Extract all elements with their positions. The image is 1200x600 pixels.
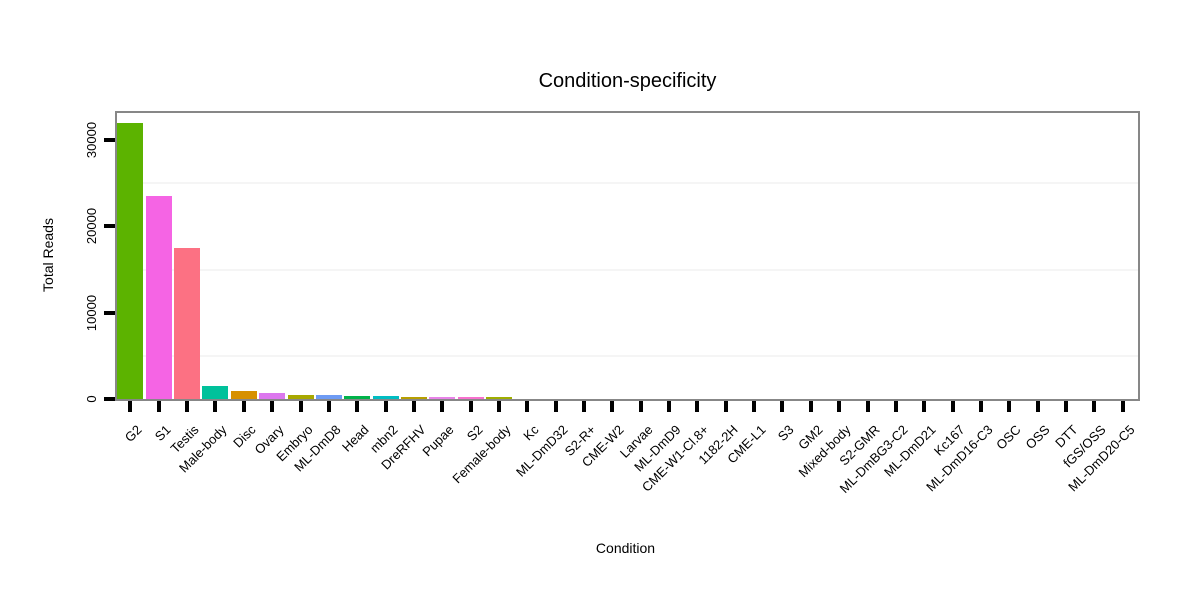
bar <box>202 386 229 399</box>
bar <box>400 396 427 399</box>
bar <box>287 394 314 399</box>
x-tick-mark <box>440 401 445 412</box>
x-tick-mark <box>582 401 586 412</box>
x-tick-mark <box>667 401 672 412</box>
bar <box>372 396 399 399</box>
minor-gridline <box>117 354 1138 357</box>
x-tick-mark <box>270 401 275 412</box>
x-tick-mark <box>808 401 813 412</box>
x-tick-mark <box>156 401 161 412</box>
x-axis-title: Condition <box>595 540 656 556</box>
y-tick-mark <box>104 138 115 143</box>
x-tick-mark <box>355 401 360 412</box>
x-tick-mark <box>695 401 700 412</box>
x-tick-mark <box>638 401 643 412</box>
bar <box>145 196 172 399</box>
x-tick-mark <box>241 401 246 412</box>
bar <box>174 247 201 399</box>
x-tick-mark <box>185 401 190 412</box>
x-tick-mark <box>326 401 331 412</box>
x-tick-mark <box>1007 401 1012 412</box>
chart-title: Condition-specificity <box>538 70 717 92</box>
bar <box>457 397 484 399</box>
x-tick-mark <box>411 401 416 412</box>
x-tick-mark <box>837 401 842 412</box>
bar <box>117 122 144 399</box>
bar <box>429 396 456 399</box>
x-tick-mark <box>610 401 615 412</box>
minor-gridline <box>117 182 1138 185</box>
x-tick-mark <box>525 401 530 412</box>
bar <box>230 391 257 399</box>
x-tick-mark <box>752 401 757 412</box>
y-tick-mark <box>104 397 115 401</box>
x-tick-mark <box>1035 401 1040 412</box>
bar <box>315 395 342 399</box>
x-tick-mark <box>128 401 133 412</box>
x-tick-mark <box>553 401 558 412</box>
x-tick-mark <box>1063 401 1068 412</box>
y-tick-label: 0 <box>84 395 99 403</box>
x-tick-mark <box>383 401 388 412</box>
x-tick-mark <box>723 401 728 412</box>
x-tick-mark <box>865 401 870 412</box>
y-tick-label: 30000 <box>84 122 99 159</box>
x-tick-mark <box>298 401 303 412</box>
plot-area <box>115 111 1140 401</box>
bar <box>485 397 512 399</box>
x-tick-mark <box>496 401 501 412</box>
bar <box>344 396 371 399</box>
x-tick-mark <box>780 401 785 412</box>
y-tick-label: 20000 <box>84 208 99 245</box>
bar <box>259 393 286 399</box>
y-tick-mark <box>104 310 115 315</box>
y-axis-title: Total Reads <box>40 218 56 292</box>
x-tick-mark <box>468 401 473 412</box>
x-tick-mark <box>893 401 898 412</box>
minor-gridline <box>117 268 1138 271</box>
x-tick-mark <box>978 401 983 412</box>
x-tick-mark <box>1120 401 1125 412</box>
y-tick-label: 10000 <box>84 294 99 331</box>
y-tick-mark <box>104 224 115 229</box>
x-tick-mark <box>950 401 955 412</box>
x-tick-mark <box>213 401 218 412</box>
x-tick-mark <box>922 401 927 412</box>
x-tick-mark <box>1092 401 1097 412</box>
